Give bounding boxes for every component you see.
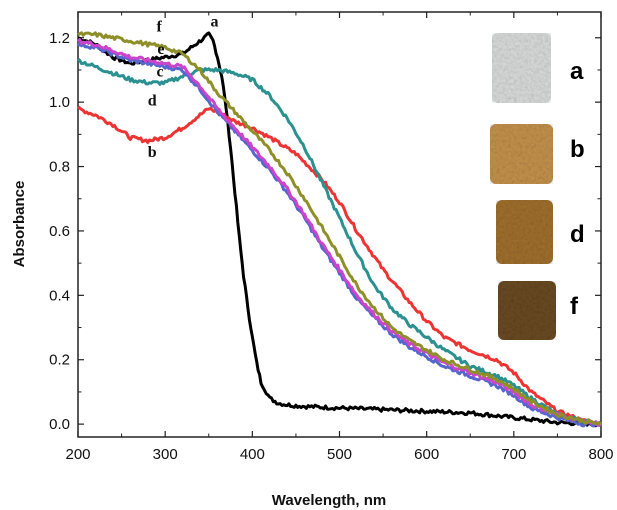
legend-swatch-b: [490, 124, 553, 184]
x-tick-label: 700: [501, 446, 526, 463]
y-tick-label: 0.6: [49, 223, 70, 240]
x-tick-label: 400: [240, 446, 265, 463]
legend-label-a: a: [570, 58, 584, 85]
curve-label-a: a: [210, 13, 218, 30]
y-tick-label: 1.2: [49, 30, 70, 47]
x-tick-label: 600: [414, 446, 439, 463]
axis-ticks: 200 300 400 500 600 700 800 0.0 0.2 0.4 0.6 0.8 1.0 1…: [49, 12, 614, 463]
y-tick-label: 0.4: [49, 287, 70, 304]
legend-label-b: b: [570, 136, 585, 163]
series-line-a: [77, 31, 602, 428]
curve-label-e: e: [157, 41, 164, 58]
series-lines: [76, 31, 603, 428]
legend-swatch-a: [492, 33, 551, 103]
x-tick-label: 500: [327, 446, 352, 463]
y-axis-label: Absorbance: [11, 181, 28, 268]
curve-label-b: b: [148, 144, 157, 161]
series-line-f: [77, 31, 602, 426]
x-tick-label: 200: [65, 446, 90, 463]
y-tick-label: 0.8: [49, 159, 70, 176]
y-tick-label: 0.2: [49, 352, 70, 369]
y-tick-label: 1.0: [49, 94, 70, 111]
legend: a b d f: [490, 33, 585, 340]
curve-label-c: c: [156, 63, 163, 80]
legend-label-d: d: [570, 221, 585, 248]
legend-swatch-d: [496, 200, 553, 264]
x-tick-label: 800: [588, 446, 613, 463]
series-line-c: [77, 57, 602, 427]
legend-label-f: f: [570, 293, 579, 320]
series-line-b: [77, 105, 602, 427]
y-tick-label: 0.0: [49, 416, 70, 433]
legend-swatch-f: [498, 281, 556, 340]
x-tick-label: 300: [153, 446, 178, 463]
curve-label-f: f: [156, 18, 162, 35]
curve-label-d: d: [148, 92, 157, 109]
series-line-d: [76, 41, 603, 428]
x-axis-label: Wavelength, nm: [272, 492, 386, 509]
